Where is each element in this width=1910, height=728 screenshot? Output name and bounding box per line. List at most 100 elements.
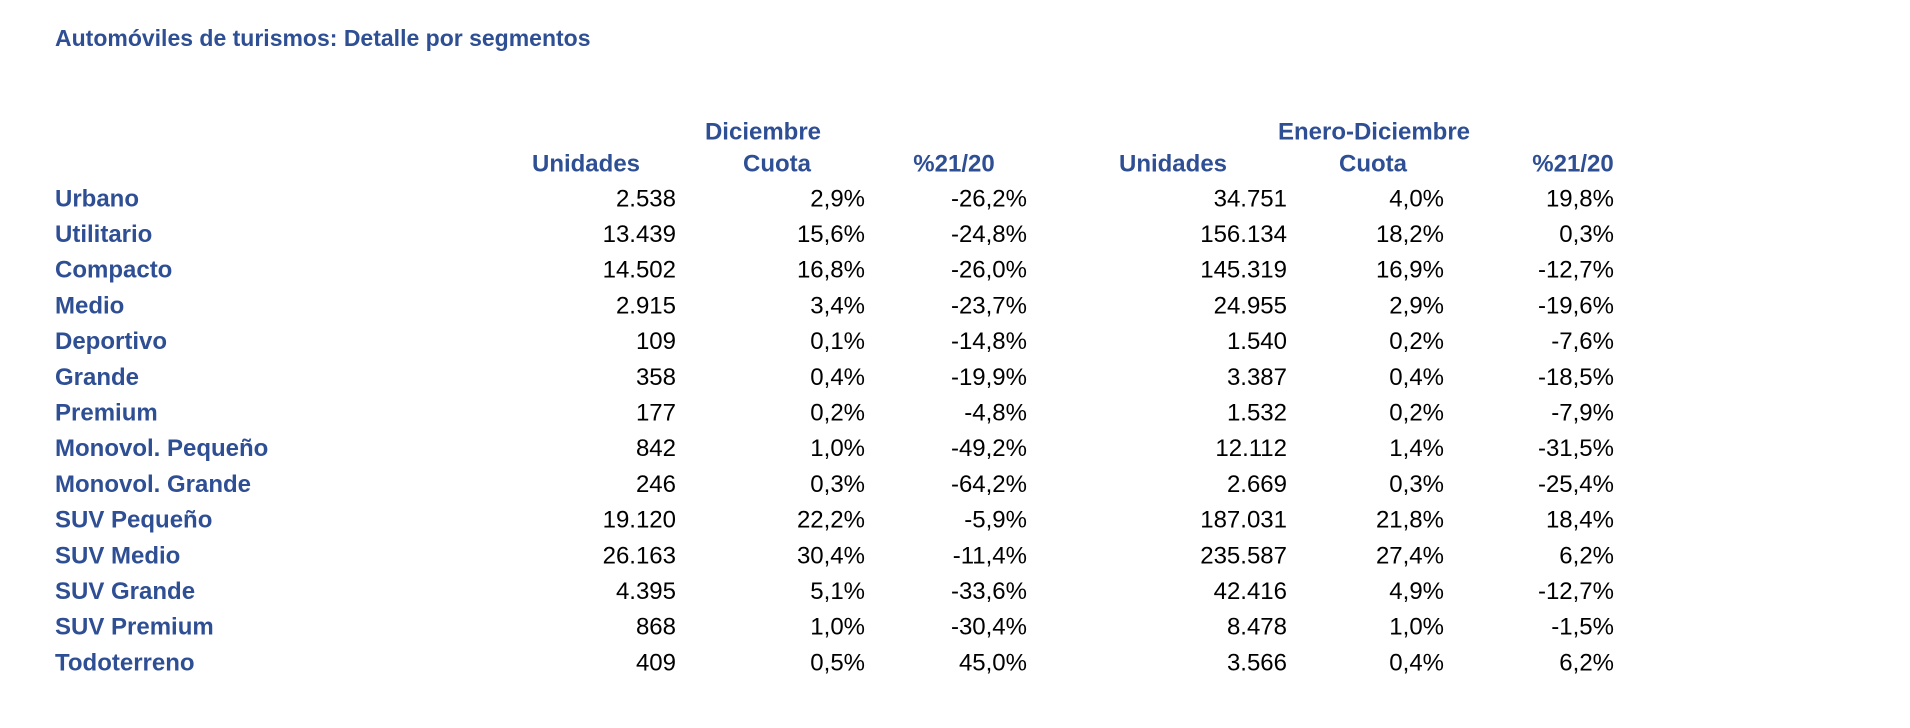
cell: 16,9% — [1376, 257, 1444, 284]
cell: -5,9% — [964, 507, 1027, 534]
cell: 235.587 — [1200, 542, 1287, 569]
cell: 842 — [636, 435, 676, 462]
cell: -12,7% — [1538, 578, 1614, 605]
cell: -7,6% — [1551, 328, 1614, 355]
cell: 0,4% — [1389, 649, 1444, 676]
cell: 0,2% — [1389, 400, 1444, 427]
cell: 0,5% — [810, 649, 865, 676]
cell: 2,9% — [1389, 292, 1444, 319]
row-label: SUV Premium — [55, 614, 214, 641]
cell: 8.478 — [1227, 614, 1287, 641]
cell: 409 — [636, 649, 676, 676]
cell: 45,0% — [959, 649, 1027, 676]
cell: 0,3% — [810, 471, 865, 498]
row-label: Compacto — [55, 257, 172, 284]
cell: 4,0% — [1389, 185, 1444, 212]
column-header: Unidades — [1119, 150, 1227, 177]
cell: 3,4% — [810, 292, 865, 319]
column-header: Cuota — [743, 150, 812, 177]
cell: -24,8% — [951, 221, 1027, 248]
cell: -7,9% — [1551, 400, 1614, 427]
cell: 868 — [636, 614, 676, 641]
cell: 14.502 — [603, 257, 676, 284]
cell: 1.532 — [1227, 400, 1287, 427]
cell: 26.163 — [603, 542, 676, 569]
row-label: Monovol. Grande — [55, 471, 251, 498]
cell: 358 — [636, 364, 676, 391]
cell: 2,9% — [810, 185, 865, 212]
cell: 19,8% — [1546, 185, 1614, 212]
cell: -26,2% — [951, 185, 1027, 212]
cell: 1,0% — [1389, 614, 1444, 641]
cell: 156.134 — [1200, 221, 1287, 248]
cell: 2.538 — [616, 185, 676, 212]
row-label: Urbano — [55, 185, 139, 212]
cell: 1.540 — [1227, 328, 1287, 355]
cell: -12,7% — [1538, 257, 1614, 284]
group-header: Enero-Diciembre — [1278, 118, 1470, 145]
cell: -11,4% — [953, 542, 1027, 569]
cell: 0,4% — [810, 364, 865, 391]
cell: 22,2% — [797, 507, 865, 534]
cell: -64,2% — [951, 471, 1027, 498]
cell: -49,2% — [951, 435, 1027, 462]
row-label: Medio — [55, 292, 124, 319]
cell: -18,5% — [1538, 364, 1614, 391]
row-label: Monovol. Pequeño — [55, 435, 268, 462]
cell: -19,6% — [1538, 292, 1614, 319]
group-header: Diciembre — [705, 118, 821, 145]
cell: -31,5% — [1538, 435, 1614, 462]
cell: 2.915 — [616, 292, 676, 319]
cell: 21,8% — [1376, 507, 1444, 534]
title: Automóviles de turismos: Detalle por seg… — [55, 25, 591, 51]
cell: 19.120 — [603, 507, 676, 534]
cell: 1,0% — [810, 435, 865, 462]
cell: 18,4% — [1546, 507, 1614, 534]
cell: 2.669 — [1227, 471, 1287, 498]
row-label: Deportivo — [55, 328, 167, 355]
cell: 3.566 — [1227, 649, 1287, 676]
cell: 18,2% — [1376, 221, 1444, 248]
cell: -23,7% — [951, 292, 1027, 319]
row-label: Premium — [55, 400, 158, 427]
cell: 1,0% — [810, 614, 865, 641]
cell: 5,1% — [810, 578, 865, 605]
cell: 30,4% — [797, 542, 865, 569]
cell: 34.751 — [1214, 185, 1287, 212]
cell: 0,4% — [1389, 364, 1444, 391]
cell: -14,8% — [951, 328, 1027, 355]
cell: -33,6% — [951, 578, 1027, 605]
column-header: %21/20 — [1532, 150, 1613, 177]
row-label: SUV Grande — [55, 578, 195, 605]
cell: 109 — [636, 328, 676, 355]
cell: -1,5% — [1551, 614, 1614, 641]
cell: 6,2% — [1559, 542, 1614, 569]
row-label: SUV Medio — [55, 542, 180, 569]
cell: 13.439 — [603, 221, 676, 248]
cell: 24.955 — [1214, 292, 1287, 319]
cell: -26,0% — [951, 257, 1027, 284]
cell: 145.319 — [1200, 257, 1287, 284]
cell: 0,2% — [810, 400, 865, 427]
cell: 0,2% — [1389, 328, 1444, 355]
cell: -25,4% — [1538, 471, 1614, 498]
row-label: Todoterreno — [55, 649, 195, 676]
cell: 246 — [636, 471, 676, 498]
row-label: Utilitario — [55, 221, 152, 248]
cell: 42.416 — [1214, 578, 1287, 605]
cell: 6,2% — [1559, 649, 1614, 676]
row-label: Grande — [55, 364, 139, 391]
cell: 0,1% — [810, 328, 865, 355]
cell: 12.112 — [1215, 435, 1287, 462]
column-header: Unidades — [532, 150, 640, 177]
column-header: Cuota — [1339, 150, 1408, 177]
row-label: SUV Pequeño — [55, 507, 212, 534]
cell: 16,8% — [797, 257, 865, 284]
column-header: %21/20 — [913, 150, 994, 177]
cell: -19,9% — [951, 364, 1027, 391]
cell: 177 — [636, 400, 676, 427]
cell: 1,4% — [1389, 435, 1444, 462]
cell: 187.031 — [1200, 507, 1287, 534]
cell: 0,3% — [1559, 221, 1614, 248]
